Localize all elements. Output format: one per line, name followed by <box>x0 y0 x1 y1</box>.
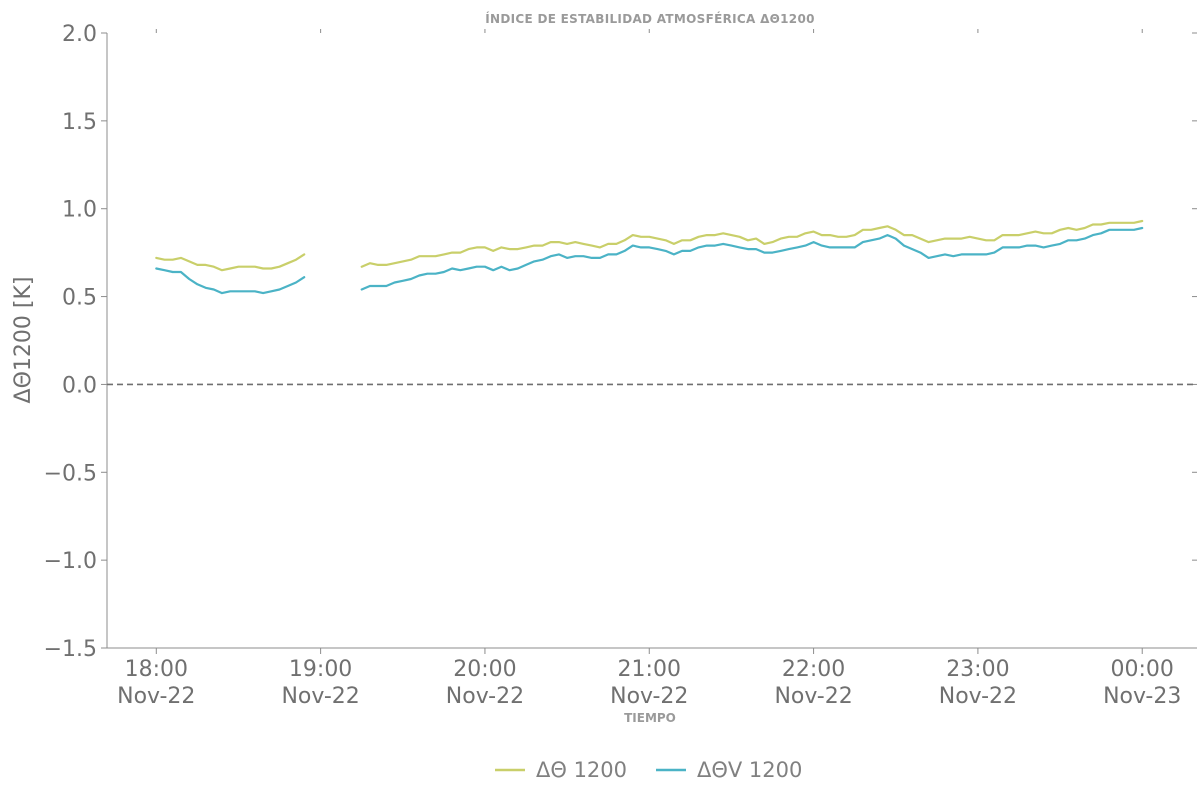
x-tick-label-time: 22:00 <box>782 657 845 682</box>
x-tick-label-time: 20:00 <box>453 657 516 682</box>
x-tick-label-date: Nov-22 <box>774 684 852 709</box>
x-tick-label-time: 18:00 <box>125 657 188 682</box>
plot-axes <box>106 33 1197 649</box>
x-tick-label-time: 21:00 <box>618 657 681 682</box>
y-tick-label: 1.0 <box>62 198 97 223</box>
y-axis-ticks: −1.5 −1.0 −0.5 0.0 0.5 1.0 1.5 2.0 <box>44 22 1197 662</box>
x-tick-label-date: Nov-22 <box>446 684 524 709</box>
legend-label: ΔΘV 1200 <box>697 758 802 782</box>
x-tick-label-date: Nov-22 <box>117 684 195 709</box>
legend-label: ΔΘ 1200 <box>536 758 627 782</box>
series-line-dthetav <box>360 226 1144 291</box>
y-tick-label: 0.5 <box>62 286 97 311</box>
chart-title: ÍNDICE DE ESTABILIDAD ATMOSFÉRICA ΔΘ1200 <box>485 11 815 26</box>
x-tick-label-date: Nov-22 <box>610 684 688 709</box>
y-tick-label: 0.0 <box>62 373 97 398</box>
x-tick-label-date: Nov-23 <box>1103 684 1181 709</box>
y-tick-label: −0.5 <box>44 461 97 486</box>
y-tick-label: −1.0 <box>44 549 97 574</box>
x-tick-label-time: 23:00 <box>946 657 1009 682</box>
series-line-dtheta <box>360 219 1144 268</box>
y-tick-label: 2.0 <box>62 22 97 47</box>
legend: ΔΘ 1200 ΔΘV 1200 <box>495 758 802 782</box>
x-axis-ticks: 18:00Nov-2219:00Nov-2220:00Nov-2221:00No… <box>117 29 1181 709</box>
series-line-dtheta <box>155 253 306 272</box>
y-axis-label: ΔΘ1200 [K] <box>11 277 36 404</box>
y-tick-label: 1.5 <box>62 110 97 135</box>
series-line-dthetav <box>155 267 306 295</box>
series-lines <box>155 219 1144 295</box>
x-tick-label-date: Nov-22 <box>281 684 359 709</box>
x-tick-label-date: Nov-22 <box>939 684 1017 709</box>
x-tick-label-time: 00:00 <box>1111 657 1174 682</box>
y-tick-label: −1.5 <box>44 637 97 662</box>
x-axis-label: TIEMPO <box>624 711 676 725</box>
x-tick-label-time: 19:00 <box>289 657 352 682</box>
